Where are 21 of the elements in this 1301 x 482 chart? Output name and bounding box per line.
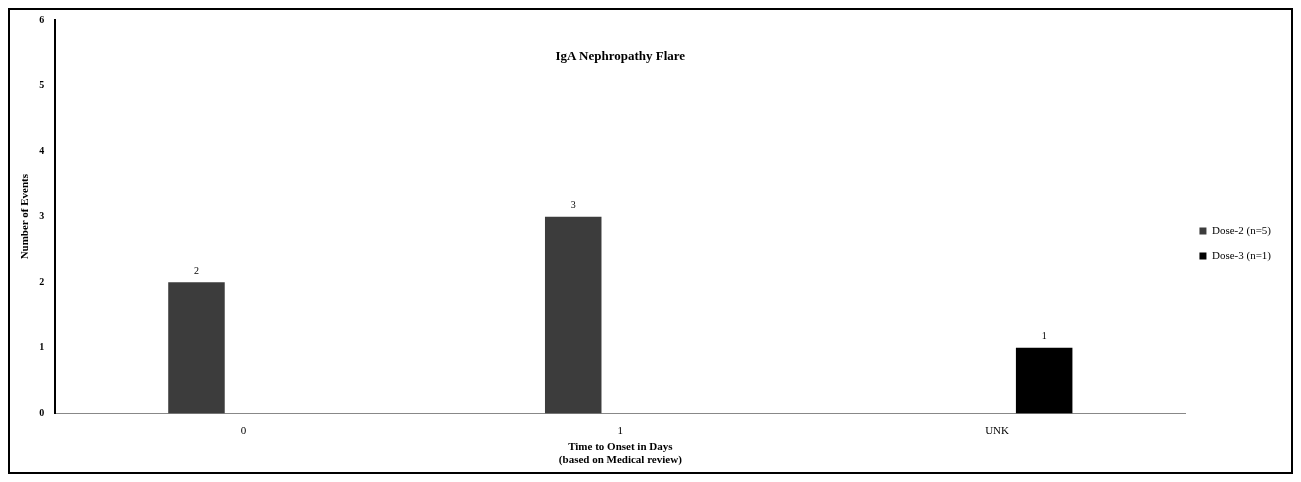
data-label: 3 [570,199,576,211]
legend-label: Dose-3 (n=1) [1211,248,1272,262]
x-tick-label: 1 [617,423,624,436]
data-label: 1 [1041,330,1047,342]
legend-label: Dose-2 (n=5) [1211,223,1272,237]
y-axis-title: Number of Events [18,173,31,260]
x-tick-label: 0 [240,423,247,436]
y-tick-label: 6 [39,13,45,25]
x-axis-title: Time to Onset in Days (based on Medical review) [558,440,683,467]
y-tick-label: 5 [39,79,45,91]
y-tick-label: 0 [39,406,45,418]
bar [544,216,602,414]
y-tick-label: 3 [39,210,45,222]
y-tick-label: 1 [39,341,45,353]
x-tick-label: UNK [985,423,1010,436]
text: IgA Nephropathy Flare [555,47,686,63]
data-label: 2 [193,264,199,276]
bar [168,282,225,414]
y-tick-label: 4 [39,144,45,156]
bar [1015,347,1073,414]
y-tick-label: 2 [39,275,45,287]
